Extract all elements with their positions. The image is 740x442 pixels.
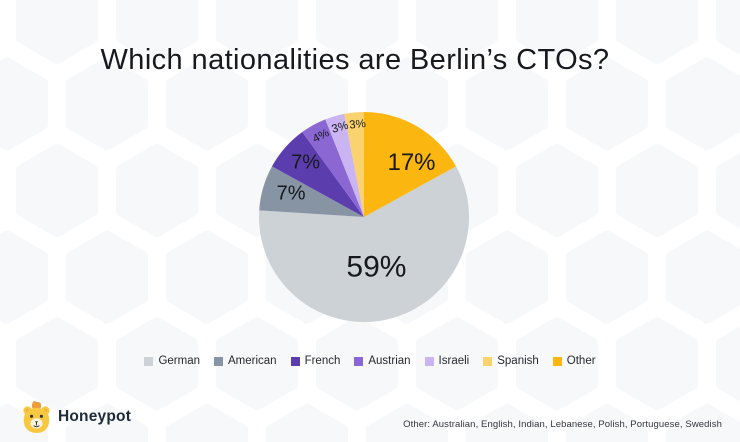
legend-item-other: Other — [552, 355, 596, 367]
legend-label-austrian: Austrian — [368, 355, 411, 367]
pie-slice-label-french: 7% — [291, 152, 320, 174]
honeypot-bear-icon — [23, 401, 50, 433]
pie-slice-label-german: 59% — [346, 250, 406, 283]
pie-slice-other — [364, 112, 457, 217]
brand-name: Honeypot — [58, 408, 132, 425]
legend-item-austrian: Austrian — [354, 355, 411, 367]
legend-label-spanish: Spanish — [497, 355, 539, 367]
legend-item-israeli: Israeli — [424, 355, 470, 367]
other-note: Other: Australian, English, Indian, Leba… — [403, 419, 722, 430]
legend-swatch-austrian — [354, 356, 364, 366]
legend-swatch-french — [290, 356, 300, 366]
legend-label-french: French — [304, 355, 341, 367]
chart-legend: German American French Austrian Israeli Spani… — [0, 355, 740, 367]
pie-slice-label-other: 17% — [387, 149, 435, 176]
legend-item-german: German — [144, 355, 200, 367]
legend-item-american: American — [213, 355, 277, 367]
pie-slice-israeli — [325, 113, 364, 217]
legend-label-israeli: Israeli — [438, 355, 470, 367]
pie-slice-spanish — [344, 112, 364, 217]
pie-slice-label-american: 7% — [277, 182, 306, 204]
pie-slice-label-israeli: 3% — [330, 120, 349, 136]
pie-chart: 59%7%7%4% 3%3%17% — [259, 112, 469, 322]
legend-swatch-american — [213, 356, 223, 366]
legend-swatch-spanish — [483, 356, 493, 366]
legend-swatch-other — [552, 356, 562, 366]
legend-swatch-german — [144, 356, 154, 366]
pie-slice-label-spanish: 3% — [349, 118, 367, 132]
legend-swatch-israeli — [424, 356, 434, 366]
pie-slice-austrian — [302, 119, 364, 217]
pie-slice-german — [259, 166, 469, 322]
brand-logo: Honeypot — [21, 400, 131, 434]
legend-label-german: German — [158, 355, 200, 367]
pie-slice-french — [271, 132, 364, 217]
legend-label-other: Other — [566, 355, 596, 367]
legend-item-french: French — [290, 355, 341, 367]
legend-item-spanish: Spanish — [483, 355, 539, 367]
page-title: Which nationalities are Berlin’s CTOs? — [100, 44, 610, 76]
pie-slice-american — [259, 166, 364, 217]
legend-label-american: American — [227, 355, 277, 367]
